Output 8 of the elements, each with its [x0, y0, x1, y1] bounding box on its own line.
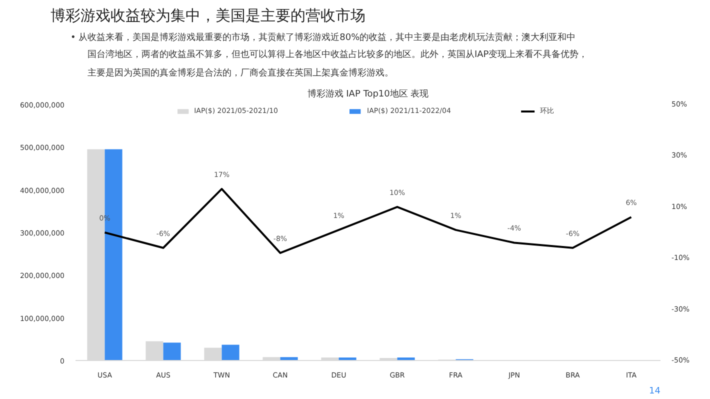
text: 博彩游戏收益较为集中，美国是主要的营收市场 [50, 6, 366, 24]
chart-title: 博彩游戏 IAP Top10地区 表现 [307, 88, 429, 100]
text: 14 [649, 386, 661, 396]
bar [222, 344, 240, 360]
text: 国台湾地区，两者的收益虽不算多，但也可以算得上各地区中收益占比较多的地区。此外，英国从IAP变现上来看不具备优势， [88, 49, 588, 60]
text: • 从收益来看，美国是博彩游戏最重要的市场，其贡献了博彩游戏近80%的收益，其中主要是由老虎机玩法贡献；澳大利亚和中 [70, 32, 576, 43]
bar [163, 342, 181, 360]
text: 主要是因为英国的真金博彩是合法的，厂商会直接在英国上架真金博彩游戏。 [88, 68, 394, 78]
